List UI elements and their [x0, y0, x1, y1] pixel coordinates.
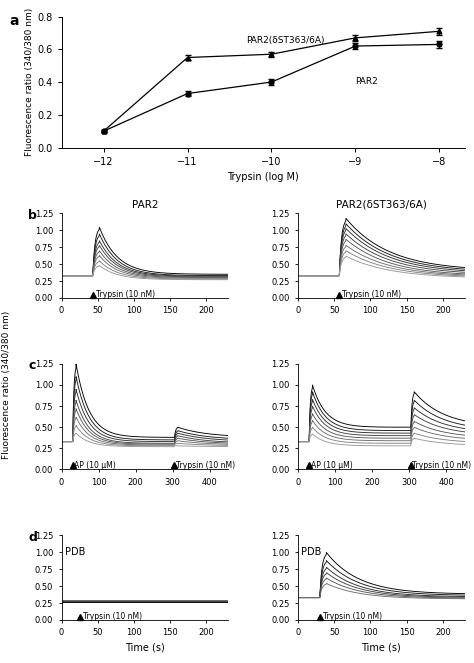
Text: Fluorescence ratio (340/380 nm): Fluorescence ratio (340/380 nm) [2, 310, 11, 459]
Text: PDB: PDB [301, 547, 321, 557]
X-axis label: Time (s): Time (s) [361, 643, 401, 653]
Text: Trypsin (10 nM): Trypsin (10 nM) [323, 612, 382, 621]
Y-axis label: Fluorescence ratio (340/380 nm): Fluorescence ratio (340/380 nm) [26, 8, 35, 156]
Text: PAR2(δST363/6A): PAR2(δST363/6A) [246, 36, 325, 45]
Text: b: b [28, 210, 37, 222]
Text: Trypsin (10 nM): Trypsin (10 nM) [342, 290, 401, 299]
Text: AP (10 μM): AP (10 μM) [310, 461, 352, 470]
Text: Trypsin (10 nM): Trypsin (10 nM) [412, 461, 472, 470]
X-axis label: Trypsin (log M): Trypsin (log M) [227, 172, 299, 182]
Text: d: d [28, 531, 37, 544]
Text: Trypsin (10 nM): Trypsin (10 nM) [96, 290, 155, 299]
Text: a: a [9, 14, 19, 28]
Text: Trypsin (10 nM): Trypsin (10 nM) [176, 461, 235, 470]
X-axis label: Time (s): Time (s) [125, 643, 165, 653]
Text: c: c [28, 359, 36, 371]
Text: PAR2: PAR2 [356, 77, 378, 86]
Text: PDB: PDB [64, 547, 85, 557]
Text: AP (10 μM): AP (10 μM) [74, 461, 116, 470]
Title: PAR2: PAR2 [132, 200, 158, 210]
Title: PAR2(δST363/6A): PAR2(δST363/6A) [336, 200, 427, 210]
Text: Trypsin (10 nM): Trypsin (10 nM) [82, 612, 142, 621]
